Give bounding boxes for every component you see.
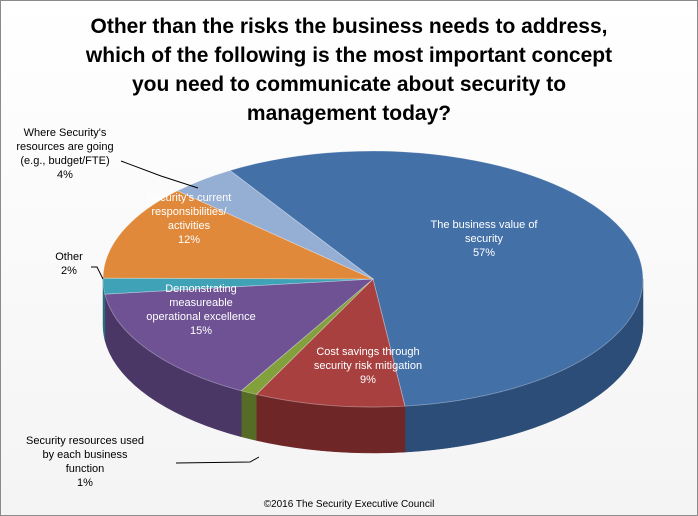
slice-label-6: (e.g., budget/FTE) — [20, 155, 109, 167]
slice-5 — [102, 190, 374, 280]
slice-value-label-1: 9% — [360, 374, 376, 386]
slice-label-2: function — [66, 463, 105, 475]
slice-label-5: activities — [168, 220, 211, 232]
chart-title-line-1: which of the following is the most impor… — [85, 44, 612, 67]
slice-label-1: Cost savings through — [316, 346, 419, 358]
slice-label-0: The business value of — [430, 219, 538, 231]
slice-label-3: operational excellence — [146, 311, 255, 323]
chart-title-line-0: Other than the risks the business needs … — [91, 15, 608, 38]
chart-title-line-2: you need to communicate about security t… — [132, 73, 566, 96]
leader-line-6 — [120, 160, 199, 189]
slice-label-3: Demonstrating — [165, 283, 237, 295]
slice-label-6: resources are going — [16, 141, 113, 153]
slice-label-6: Where Security's — [24, 127, 107, 139]
slice-side-2 — [241, 390, 257, 441]
slice-label-3: measureable — [169, 297, 233, 309]
slice-value-label-0: 57% — [473, 247, 495, 259]
slice-label-1: security risk mitigation — [314, 360, 422, 372]
copyright-footer: ©2016 The Security Executive Council — [264, 499, 435, 510]
slice-value-label-3: 15% — [190, 325, 212, 337]
slice-label-4: Other — [55, 251, 83, 263]
slice-value-label-4: 2% — [61, 265, 77, 277]
slice-label-0: security — [465, 233, 503, 245]
slice-value-label-6: 4% — [57, 169, 73, 181]
leader-line-4 — [91, 266, 104, 280]
slice-label-5: Security's current — [147, 192, 232, 204]
slice-value-label-5: 12% — [178, 234, 200, 246]
slice-3 — [104, 278, 375, 392]
slice-label-2: Security resources used — [26, 435, 144, 447]
slice-label-2: by each business — [43, 449, 128, 461]
chart-title-line-3: management today? — [247, 102, 451, 125]
slice-label-5: responsibilities/ — [151, 206, 227, 218]
slice-1 — [255, 278, 406, 408]
slice-value-label-2: 1% — [77, 477, 93, 489]
slice-6 — [176, 170, 374, 280]
slice-2 — [240, 278, 374, 395]
leader-line-2 — [175, 456, 260, 464]
slice-0 — [229, 150, 644, 407]
